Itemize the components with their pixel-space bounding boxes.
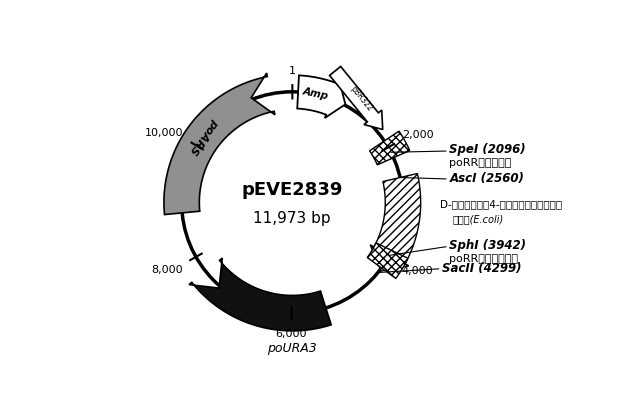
Polygon shape [297,75,346,118]
Text: poRRプロモータ: poRRプロモータ [449,158,512,168]
Text: poARS: poARS [188,117,220,156]
Polygon shape [369,131,410,165]
Polygon shape [374,173,420,264]
Text: SphI (3942): SphI (3942) [449,239,526,252]
Text: poURA3: poURA3 [268,342,317,355]
Text: Amp: Amp [301,86,329,102]
Text: pEVE2839: pEVE2839 [242,181,343,199]
Text: 8,000: 8,000 [151,264,182,275]
Text: 大腸菌(E.coli): 大腸菌(E.coli) [453,214,504,224]
Text: 10,000: 10,000 [145,128,184,138]
Text: 11,973 bp: 11,973 bp [253,211,331,226]
Text: SpeI (2096): SpeI (2096) [449,143,526,156]
Text: AscI (2560): AscI (2560) [449,173,524,185]
Text: 1: 1 [289,67,296,76]
Text: 4,000: 4,000 [401,266,433,276]
Polygon shape [367,243,408,278]
Text: pBR322: pBR322 [348,84,374,113]
Polygon shape [330,67,383,129]
Polygon shape [164,73,275,215]
Text: 2,000: 2,000 [402,130,433,140]
Polygon shape [370,245,409,271]
Text: D-アラビトール4-オキシドレダクターゼ: D-アラビトール4-オキシドレダクターゼ [440,199,562,209]
Text: 6,000: 6,000 [276,328,307,339]
Polygon shape [189,258,331,331]
Text: SacII (4299): SacII (4299) [442,262,522,275]
Text: poRRターミネータ: poRRターミネータ [449,254,518,264]
